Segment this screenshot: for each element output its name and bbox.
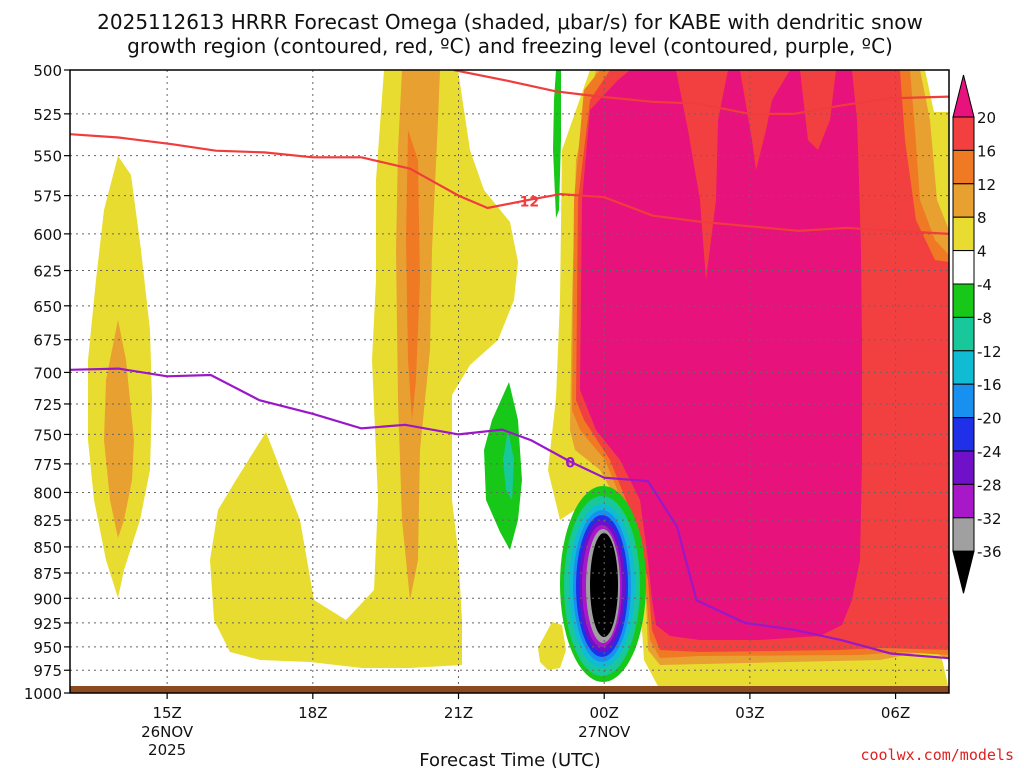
colorbar-label: 16 — [977, 142, 996, 160]
x-tick-date: 27NOV — [578, 723, 631, 741]
x-tick-year: 2025 — [148, 741, 186, 759]
colorbar-label: 12 — [977, 176, 996, 194]
contour-label: 0 — [565, 456, 575, 472]
plot-gridlines — [70, 70, 949, 693]
colorbar-bin — [952, 483, 975, 519]
colorbar-bin — [952, 283, 975, 318]
colorbar-bin — [952, 550, 975, 594]
colorbar-label: -28 — [977, 476, 1002, 494]
y-tick-label: 825 — [33, 512, 62, 530]
x-tick-label: 06Z — [881, 704, 910, 722]
y-tick-label: 850 — [33, 539, 62, 557]
chart-title-line-1: 2025112613 HRRR Forecast Omega (shaded, … — [97, 10, 923, 34]
y-tick-label: 750 — [33, 426, 62, 444]
omega-negative-band-4 — [553, 70, 561, 218]
y-tick-label: 875 — [33, 565, 62, 583]
colorbar-label: -12 — [977, 343, 1002, 361]
dendritic-growth-contour — [70, 133, 949, 235]
colorbar: 20 16 12 8 4 -4 -8 -12 -16 -20 -24 -28 -32 -36 — [952, 74, 1002, 594]
y-tick-label: 975 — [33, 662, 62, 680]
y-tick-label: 625 — [33, 263, 62, 281]
colorbar-label: -36 — [977, 543, 1002, 561]
y-tick-label: 525 — [33, 106, 62, 124]
omega-positive-band-4 — [210, 70, 518, 668]
colorbar-label: 4 — [977, 243, 987, 261]
omega-negative-band-4 — [484, 382, 522, 550]
y-tick-label: 650 — [33, 298, 62, 316]
x-tick-label: 21Z — [444, 704, 473, 722]
omega-shading — [88, 70, 949, 690]
omega-negative-band-36 — [590, 533, 618, 637]
y-tick-label: 600 — [33, 226, 62, 244]
omega-positive-band-8 — [104, 320, 134, 538]
x-tick-label: 03Z — [735, 704, 764, 722]
x-tick-label: 15Z — [152, 704, 181, 722]
y-tick-label: 700 — [33, 364, 62, 382]
y-tick-label: 500 — [33, 62, 62, 80]
y-tick-label: 675 — [33, 332, 62, 350]
y-tick-label: 950 — [33, 639, 62, 657]
ground-terrain — [70, 686, 949, 693]
colorbar-bin — [952, 250, 975, 285]
omega-positive-band-12 — [406, 130, 420, 420]
x-tick-label: 00Z — [590, 704, 619, 722]
y-tick-label: 575 — [33, 188, 62, 206]
colorbar-bin — [952, 183, 975, 218]
dendritic-growth-contour — [453, 70, 949, 115]
x-tick-date: 26NOV — [141, 723, 194, 741]
colorbar-bin — [952, 383, 975, 419]
colorbar-bin — [952, 450, 975, 485]
colorbar-bin — [952, 417, 975, 452]
colorbar-label: -20 — [977, 410, 1002, 428]
y-tick-label: 800 — [33, 484, 62, 502]
chart-title-line-2: growth region (contoured, red, ºC) and f… — [127, 34, 893, 58]
credit-text: coolwx.com/models — [860, 746, 1014, 764]
contour-label: -12 — [514, 194, 539, 210]
x-tick-label: 18Z — [298, 704, 327, 722]
y-tick-label: 900 — [33, 590, 62, 608]
colorbar-label: 20 — [977, 109, 996, 127]
y-tick-label: 925 — [33, 615, 62, 633]
freezing-level-contour — [70, 367, 949, 660]
omega-positive-band-20 — [580, 70, 862, 640]
temperature-contours: 0 -12 — [70, 70, 949, 660]
colorbar-bin — [952, 350, 975, 385]
omega-negative-band-8 — [503, 430, 514, 500]
colorbar-label: -8 — [977, 309, 992, 327]
colorbar-label: -24 — [977, 443, 1002, 461]
colorbar-bin — [952, 316, 975, 352]
colorbar-bin — [952, 149, 975, 185]
y-tick-label: 1000 — [24, 685, 62, 703]
colorbar-label: -32 — [977, 510, 1002, 528]
colorbar-bin — [952, 517, 975, 552]
y-axis: 500 525 550 575 600 625 650 675 700 725 750 775 800 8… — [24, 62, 70, 703]
plot-frame — [69, 69, 950, 694]
x-axis-title: Forecast Time (UTC) — [419, 750, 600, 768]
colorbar-label: -16 — [977, 376, 1002, 394]
y-tick-label: 550 — [33, 148, 62, 166]
y-tick-label: 725 — [33, 396, 62, 414]
colorbar-label: 8 — [977, 209, 987, 227]
colorbar-bin — [952, 216, 975, 252]
omega-positive-band-4 — [538, 622, 566, 670]
y-tick-label: 775 — [33, 456, 62, 474]
colorbar-bin — [952, 74, 975, 118]
colorbar-label: -4 — [977, 276, 992, 294]
colorbar-bin — [952, 116, 975, 151]
